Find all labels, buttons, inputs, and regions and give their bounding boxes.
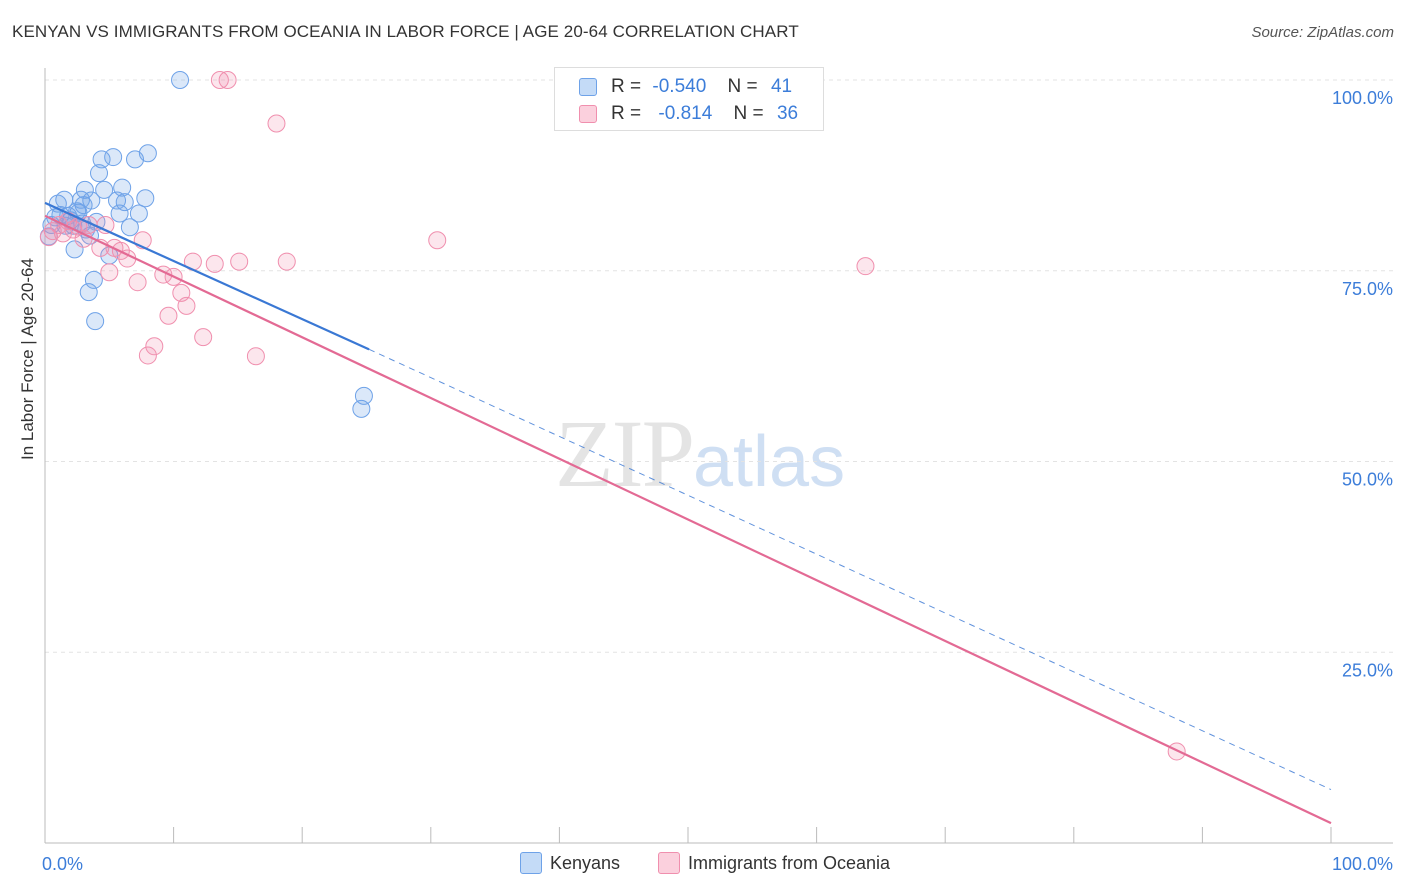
oceania-point: [230, 252, 249, 271]
legend-swatch-kenyans: [579, 78, 597, 96]
oceania-point: [205, 254, 224, 273]
kenyans-point: [113, 178, 132, 197]
y-tick-label: 50.0%: [1342, 470, 1393, 490]
legend-r-label: R =: [611, 76, 642, 97]
kenyans-point: [90, 164, 109, 183]
legend-label-oceania: Immigrants from Oceania: [688, 853, 891, 873]
kenyans-point: [110, 204, 129, 223]
kenyans-point: [92, 150, 111, 169]
legend-r-value-kenyans: -0.540: [652, 76, 707, 97]
kenyans-point: [84, 270, 103, 289]
kenyans-point: [115, 193, 134, 212]
oceania-point: [210, 71, 229, 89]
oceania-point: [159, 306, 178, 325]
legend-item-oceania: Immigrants from Oceania: [658, 852, 890, 874]
oceania-trend-line: [44, 214, 1332, 825]
legend-r-label: R =: [611, 103, 642, 124]
oceania-point: [277, 252, 296, 271]
legend-r-value-oceania: -0.814: [658, 103, 713, 124]
kenyans-point: [136, 189, 155, 208]
y-tick-label: 100.0%: [1332, 88, 1393, 108]
legend-swatch-oceania: [579, 105, 597, 123]
oceania-point: [177, 296, 196, 315]
oceania-point: [246, 347, 265, 366]
legend-item-kenyans: Kenyans: [520, 852, 620, 874]
kenyans-point: [171, 71, 190, 89]
legend-swatch-kenyans: [520, 852, 542, 874]
correlation-legend: R = -0.540 N = 41 R = -0.814 N = 36: [554, 67, 824, 131]
x-tick-label: 100.0%: [1332, 854, 1393, 874]
legend-row-oceania: R = -0.814 N = 36: [579, 103, 799, 127]
legend-row-kenyans: R = -0.540 N = 41: [579, 76, 793, 100]
oceania-point: [267, 114, 286, 133]
legend-n-label: N =: [733, 103, 764, 124]
kenyans-point: [86, 312, 105, 331]
kenyans-point: [104, 148, 123, 167]
kenyans-trend-line: [44, 201, 370, 351]
oceania-point: [145, 337, 164, 356]
oceania-point: [194, 328, 213, 347]
chart-title: KENYAN VS IMMIGRANTS FROM OCEANIA IN LAB…: [12, 22, 799, 41]
kenyans-point: [95, 180, 114, 199]
oceania-point: [100, 263, 119, 282]
kenyans-trend-extension: [368, 348, 1332, 791]
kenyans-point: [72, 190, 91, 209]
kenyans-point: [65, 240, 84, 259]
legend-n-value-kenyans: 41: [770, 76, 793, 97]
kenyans-point: [138, 144, 157, 163]
kenyans-point: [82, 191, 101, 210]
kenyans-point: [75, 180, 94, 199]
legend-swatch-oceania: [658, 852, 680, 874]
y-tick-label: 75.0%: [1342, 279, 1393, 299]
legend-label-kenyans: Kenyans: [550, 853, 621, 873]
chart-source: Source: ZipAtlas.com: [1251, 24, 1394, 41]
x-tick-label: 0.0%: [42, 854, 83, 874]
y-tick-label: 25.0%: [1342, 660, 1393, 680]
legend-n-value-oceania: 36: [776, 103, 799, 124]
oceania-point: [428, 231, 447, 250]
oceania-point: [856, 257, 875, 276]
oceania-point: [138, 346, 157, 365]
oceania-point: [218, 71, 237, 89]
kenyans-point: [129, 204, 148, 223]
oceania-point: [128, 273, 147, 292]
kenyans-point: [352, 399, 371, 418]
series-legend: Kenyans Immigrants from Oceania: [0, 852, 1406, 878]
kenyans-point: [120, 218, 139, 237]
legend-n-label: N =: [727, 76, 758, 97]
